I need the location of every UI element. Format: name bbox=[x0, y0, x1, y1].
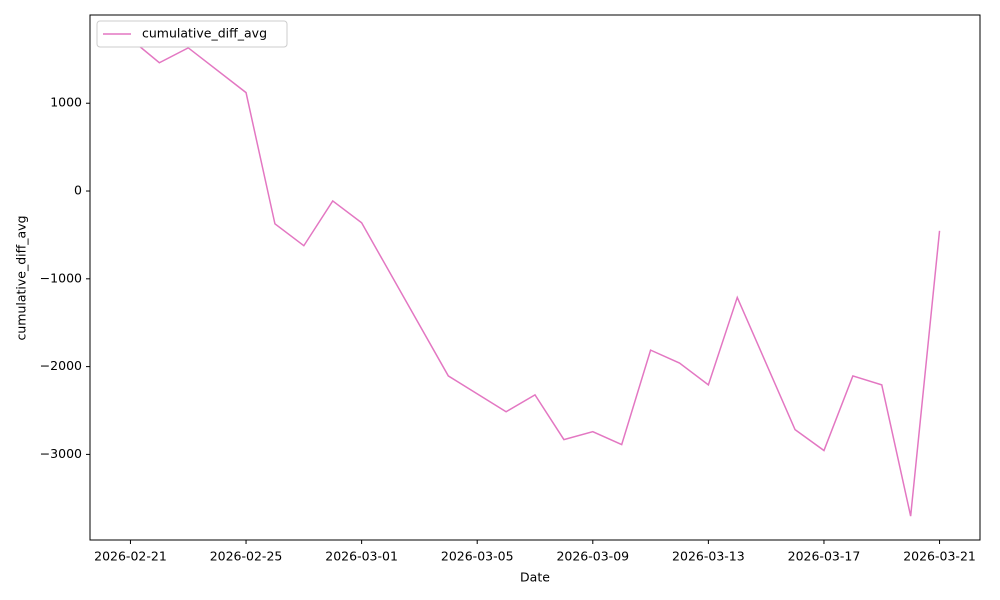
y-tick-label: −3000 bbox=[40, 446, 82, 461]
plot-frame bbox=[89, 14, 981, 541]
y-tick-label: −1000 bbox=[40, 270, 82, 285]
y-axis-label: cumulative_diff_avg bbox=[14, 216, 29, 341]
x-tick-label: 2026-03-21 bbox=[903, 549, 976, 564]
x-tick-label: 2026-03-17 bbox=[788, 549, 861, 564]
x-tick-label: 2026-02-21 bbox=[94, 549, 167, 564]
x-tick-label: 2026-02-25 bbox=[210, 549, 283, 564]
x-tick-label: 2026-03-09 bbox=[556, 549, 629, 564]
x-tick-label: 2026-03-05 bbox=[441, 549, 514, 564]
x-tick-label: 2026-03-01 bbox=[325, 549, 398, 564]
y-tick-label: −2000 bbox=[40, 358, 82, 373]
x-axis-label: Date bbox=[520, 570, 550, 585]
legend-box bbox=[96, 20, 288, 48]
legend-label: cumulative_diff_avg bbox=[142, 26, 267, 41]
y-tick-label: 0 bbox=[74, 183, 82, 198]
x-tick-label: 2026-03-13 bbox=[672, 549, 745, 564]
y-tick-label: 1000 bbox=[50, 95, 82, 110]
line-series bbox=[129, 38, 941, 517]
